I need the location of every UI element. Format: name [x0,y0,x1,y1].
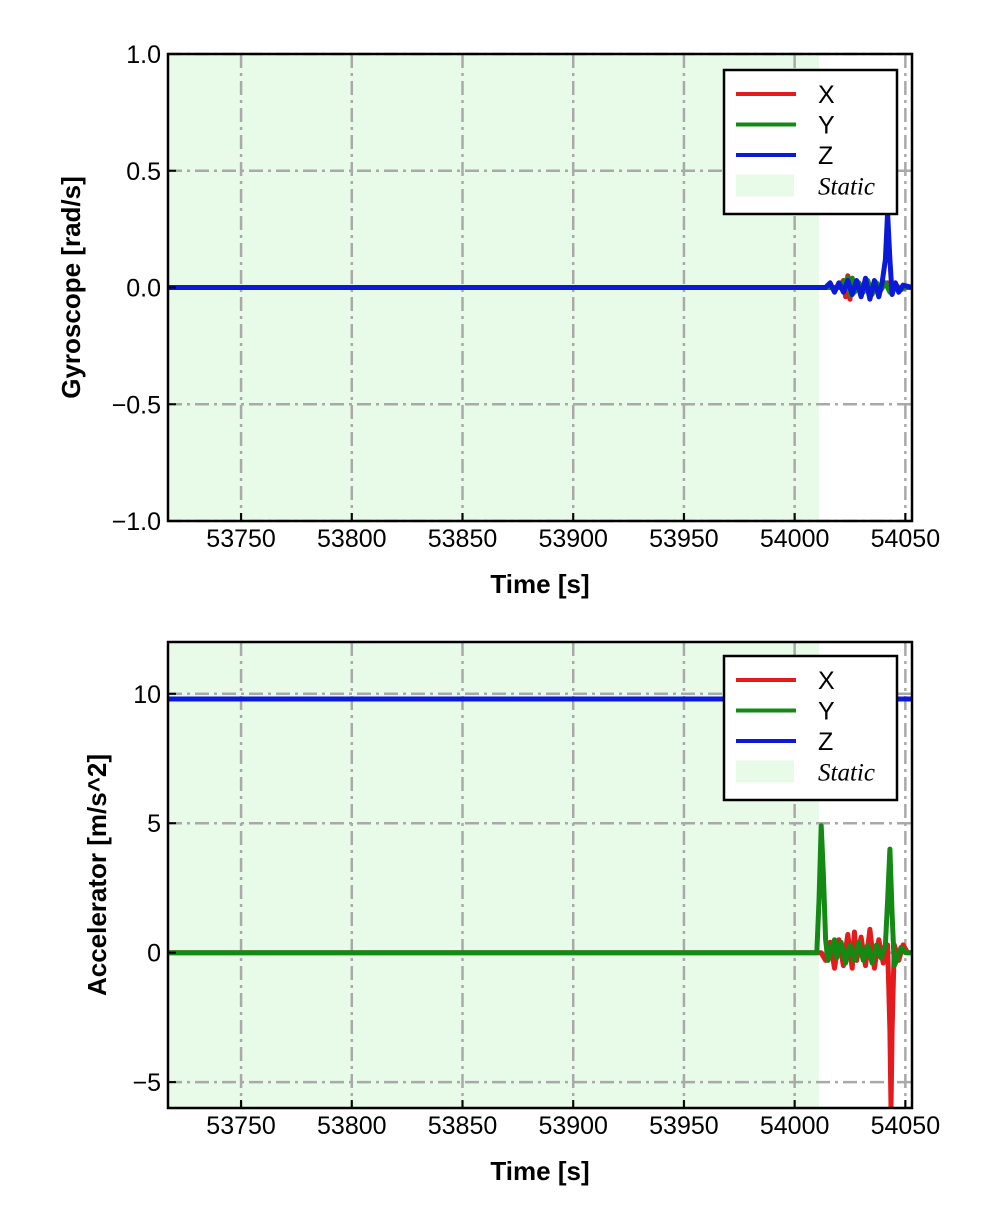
y-tick-label: −0.5 [112,391,161,419]
y-tick-label: −5 [132,1069,161,1097]
y-tick-label: 0 [147,940,161,968]
x-tick-label: 54000 [760,1112,830,1140]
y-tick-label: 10 [133,681,161,709]
x-tick-label: 53750 [206,1112,276,1140]
axes-frame [166,640,914,1110]
series-line-y [168,823,912,969]
x-tick-label: 53800 [317,1112,387,1140]
y-tick-label: 0.0 [126,275,161,303]
legend-label-static: Static [818,760,875,787]
legend-label-x: X [818,667,835,695]
legend-label-z: Z [818,142,833,170]
series-group [168,210,912,302]
x-tick-label: 54050 [871,525,941,553]
x-tick-label: 53950 [649,1112,719,1140]
legend-label-z: Z [818,728,833,756]
legend-swatch-static [736,174,794,197]
gyroscope-panel: 53750 53800 53850 53900 53950 54000 54050 −1.0 −… [56,41,940,599]
y-axis-label: Gyroscope [rad/s] [56,176,86,399]
x-tick-label: 53950 [649,525,719,553]
x-axis-label: Time [s] [490,1156,589,1186]
legend: XYZ Static [722,68,899,216]
legend-label-y: Y [818,112,835,140]
x-tick-label: 53850 [428,525,498,553]
x-tick-label: 53900 [538,1112,608,1140]
x-tick-label: 53800 [317,525,387,553]
x-tick-label: 54050 [871,1112,941,1140]
y-tick-label: −1.0 [112,508,161,536]
y-tick-label: 1.0 [126,41,161,69]
x-tick-label: 54000 [760,525,830,553]
accelerometer-panel: 53750 53800 53850 53900 53950 54000 54050 −5 0 5 1… [82,640,941,1186]
legend-label-y: Y [818,698,835,726]
legend-label-x: X [818,81,835,109]
series-line-z [168,210,912,302]
x-tick-label: 53900 [538,525,608,553]
legend-label-static: Static [818,174,875,201]
legend: XYZ Static [722,654,899,802]
static-region [168,642,819,1108]
y-tick-label: 0.5 [126,158,161,186]
y-tick-label: 5 [147,810,161,838]
x-tick-label: 53850 [428,1112,498,1140]
legend-swatch-static [736,760,794,783]
x-axis-label: Time [s] [490,569,589,599]
x-tick-label: 53750 [206,525,276,553]
y-axis-label: Accelerator [m/s^2] [82,754,112,996]
